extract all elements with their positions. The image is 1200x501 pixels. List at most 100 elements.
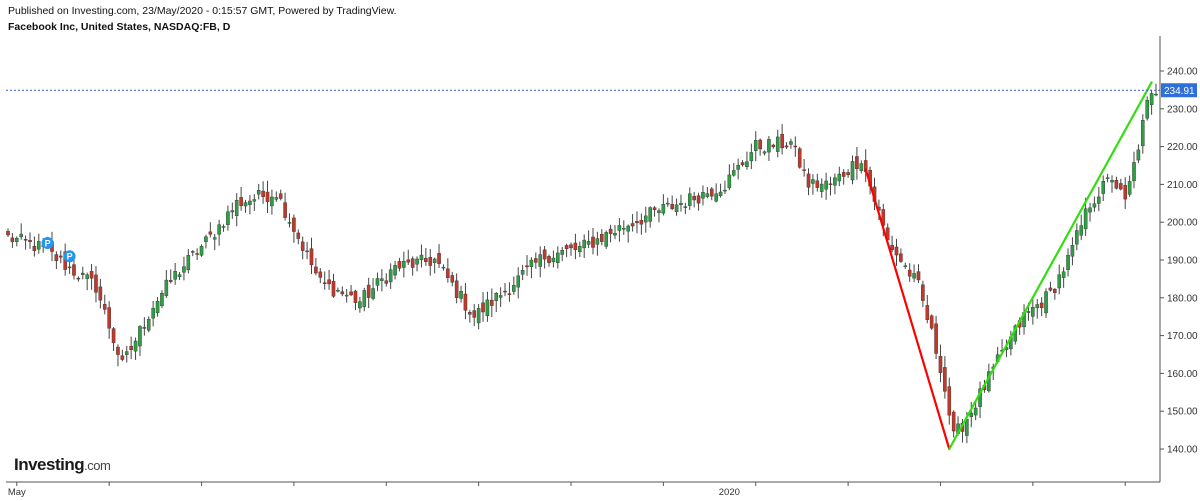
candle-body-down — [925, 305, 930, 320]
candle — [362, 287, 367, 312]
candle-body-up — [419, 254, 424, 261]
candle — [731, 163, 736, 177]
candles — [6, 83, 1158, 444]
candle — [1136, 144, 1141, 164]
candle — [446, 258, 450, 283]
candle-body-up — [1110, 180, 1114, 183]
candle — [402, 251, 406, 278]
candle-body-down — [1048, 287, 1053, 291]
candle-body-up — [657, 210, 661, 213]
candle-body-up — [234, 200, 239, 216]
candle — [19, 223, 23, 240]
candle — [806, 168, 811, 196]
candle — [978, 381, 982, 418]
candle — [1031, 299, 1035, 325]
candle-body-down — [94, 274, 98, 293]
candle — [1053, 287, 1057, 300]
candle-body-up — [362, 290, 367, 307]
candle — [168, 269, 173, 284]
candle-body-up — [15, 237, 19, 242]
candle — [837, 166, 842, 187]
candle-body-down — [652, 207, 657, 210]
candle — [1061, 267, 1066, 288]
candle — [564, 243, 569, 258]
candle-body-down — [98, 286, 103, 301]
candle-body-up — [529, 259, 534, 267]
candle-body-up — [124, 351, 129, 355]
candle-body-down — [424, 258, 428, 262]
candle — [485, 291, 490, 322]
candle — [283, 192, 287, 221]
candle-body-up — [969, 412, 974, 417]
candle — [503, 282, 507, 297]
candle — [217, 219, 221, 246]
candle — [947, 377, 952, 425]
candle — [604, 230, 608, 249]
candle-body-up — [37, 241, 41, 250]
price-tick-label: 230.00 — [1167, 104, 1198, 115]
candle — [560, 246, 564, 262]
candle-body-up — [775, 136, 780, 152]
candle-body-down — [806, 173, 811, 188]
candle-body-up — [133, 340, 138, 352]
candle — [397, 257, 402, 272]
candle — [463, 282, 468, 320]
candle-body-up — [617, 225, 622, 231]
candle — [481, 292, 485, 322]
candle-body-up — [859, 163, 864, 171]
candle — [410, 256, 415, 276]
candle-body-up — [494, 292, 499, 301]
candle-body-up — [186, 255, 191, 271]
candle-body-up — [199, 246, 204, 256]
candle-body-down — [951, 411, 956, 432]
candle — [921, 280, 925, 308]
candle-body-up — [1092, 203, 1097, 208]
candle — [76, 276, 81, 282]
markers: PP — [41, 236, 76, 263]
candle — [534, 252, 538, 269]
candle-body-down — [366, 284, 371, 298]
candle — [969, 401, 974, 428]
candle — [1066, 248, 1070, 277]
candle-body-up — [1031, 307, 1035, 317]
candle — [265, 180, 270, 214]
candle — [1070, 237, 1075, 266]
event-marker-circle — [41, 236, 54, 249]
candle-body-down — [943, 367, 947, 392]
candle-body-up — [173, 271, 177, 280]
candle — [1127, 175, 1132, 197]
candle — [512, 276, 516, 295]
candle-body-up — [305, 250, 309, 253]
candle — [652, 206, 657, 217]
candle — [683, 202, 688, 215]
candle-body-up — [683, 206, 688, 208]
candle — [841, 169, 846, 185]
candle — [124, 345, 129, 363]
published-line: Published on Investing.com, 23/May/2020 … — [8, 5, 397, 17]
candle-body-down — [468, 312, 472, 315]
candle-body-up — [551, 257, 556, 263]
logo-main: Investing — [14, 455, 85, 474]
candle-body-down — [208, 231, 213, 235]
candle-body-down — [490, 299, 494, 306]
candle — [393, 260, 397, 280]
candle-body-up — [516, 275, 521, 288]
candle — [6, 228, 10, 238]
candle-body-up — [204, 236, 208, 242]
candle-body-up — [973, 407, 978, 416]
candle — [542, 246, 547, 269]
candle-body-down — [894, 246, 899, 256]
candle — [718, 183, 723, 198]
candle — [894, 238, 899, 266]
candle-body-up — [212, 237, 217, 240]
candle — [300, 236, 305, 260]
price-tick-label: 160.00 — [1167, 369, 1198, 380]
candle-body-down — [815, 180, 820, 188]
candle-body-down — [573, 242, 578, 250]
candle — [736, 158, 740, 180]
candle — [1119, 178, 1123, 191]
candle-body-up — [1079, 225, 1084, 236]
candle — [630, 213, 635, 232]
candle — [569, 242, 573, 256]
